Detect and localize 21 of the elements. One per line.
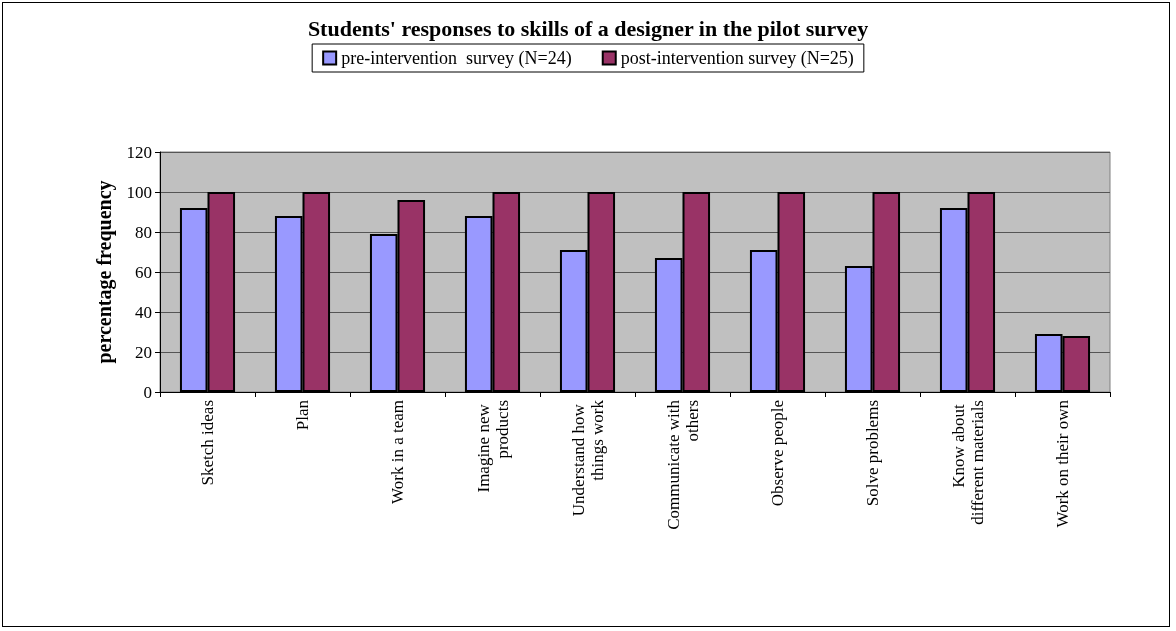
x-tick-label: Imagine new products (473, 400, 512, 493)
x-tick-label: Communicate with others (663, 399, 702, 530)
x-tick-label: Observe people (768, 400, 787, 507)
x-tick-label: Sketch ideas (198, 400, 217, 486)
x-tick-label: Solve problems (863, 400, 882, 507)
y-tick-label: 40 (135, 302, 152, 322)
x-tick-label: Understand how things work (568, 399, 607, 517)
y-tick-label: 0 (143, 382, 152, 402)
x-tick-label: Know about different materials (948, 400, 987, 525)
chart-title: Students' responses to skills of a designer in the pilot survey (307, 15, 869, 41)
x-tick-label: Work on their own (1053, 399, 1072, 528)
y-tick-label: 60 (135, 262, 152, 282)
y-tick-label: 20 (135, 342, 152, 362)
y-tick-label: 120 (126, 142, 152, 162)
legend-label: pre-intervention survey (N=24) (341, 48, 572, 69)
legend-label: post-intervention survey (N=25) (620, 48, 854, 69)
y-tick-label: 80 (135, 222, 152, 242)
x-tick-label: Work in a team (388, 400, 407, 504)
y-axis-title: percentage frequency (93, 180, 116, 364)
y-tick-label: 100 (126, 182, 152, 202)
x-tick-label: Plan (293, 399, 312, 431)
